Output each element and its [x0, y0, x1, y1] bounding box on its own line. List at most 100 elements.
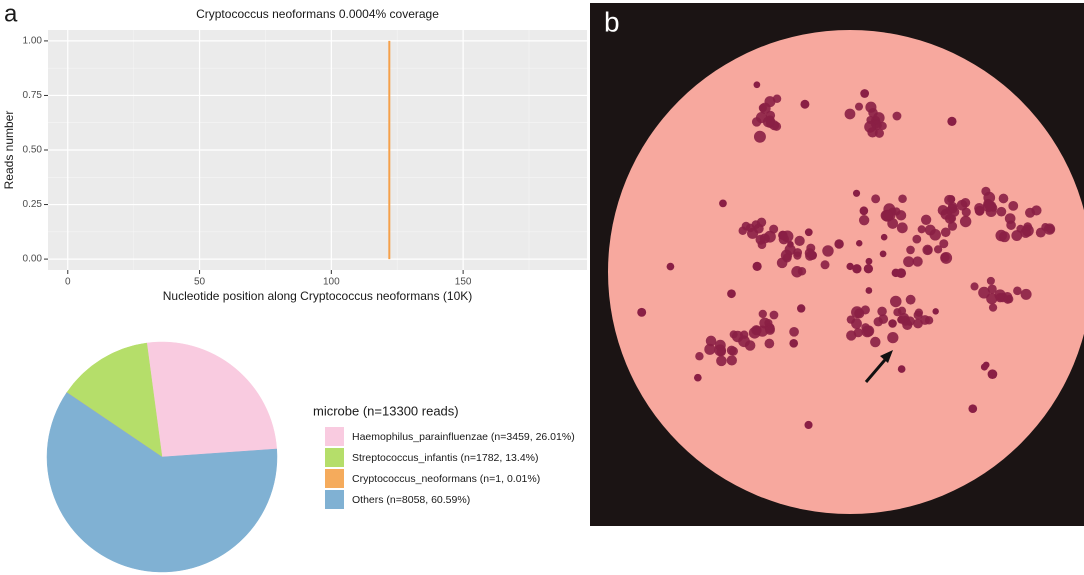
cell — [751, 117, 762, 127]
cell — [924, 316, 934, 325]
cell — [852, 189, 861, 197]
cell — [846, 262, 854, 271]
cell — [871, 194, 881, 204]
cell — [789, 326, 799, 337]
cell — [791, 266, 803, 278]
cell — [800, 99, 810, 109]
cell — [880, 233, 888, 241]
cell — [695, 352, 704, 361]
cell — [860, 89, 870, 98]
legend-key — [325, 427, 344, 446]
cell — [637, 307, 647, 317]
cell — [932, 308, 939, 315]
cell — [820, 260, 830, 270]
cell — [758, 103, 767, 113]
cell — [764, 338, 775, 349]
cell — [940, 227, 951, 238]
cell — [778, 230, 788, 241]
cell — [793, 251, 802, 260]
pie-slice — [146, 341, 277, 458]
cell — [865, 257, 873, 265]
cell — [756, 217, 767, 228]
cell — [978, 286, 990, 299]
cell — [986, 276, 995, 285]
cell — [1020, 227, 1031, 238]
cell — [1020, 288, 1032, 300]
panel-label: b — [604, 6, 620, 37]
cell — [752, 261, 762, 271]
cell — [759, 233, 770, 244]
cell — [846, 330, 857, 341]
x-tick-label: 150 — [455, 277, 472, 288]
cell — [883, 210, 893, 220]
pie-slice — [46, 392, 278, 573]
cell — [719, 199, 727, 208]
cell — [896, 268, 907, 278]
cell — [987, 369, 998, 380]
cell — [766, 117, 776, 126]
cell — [903, 256, 915, 268]
cell — [797, 304, 806, 313]
cell — [987, 284, 997, 294]
cell — [782, 253, 792, 263]
cell — [1008, 200, 1019, 211]
cell — [905, 294, 916, 305]
cell — [890, 295, 902, 308]
cell — [804, 228, 813, 237]
cell — [959, 215, 972, 228]
cell — [984, 200, 995, 211]
cell — [912, 256, 923, 267]
cell — [1006, 220, 1016, 230]
cell — [852, 264, 862, 274]
cell — [1003, 295, 1012, 304]
cell — [877, 306, 887, 317]
cell — [947, 116, 957, 127]
chart-title: Cryptococcus neoformans 0.0004% coverage — [196, 7, 439, 21]
cell — [998, 193, 1009, 204]
cell — [846, 315, 856, 324]
cell — [864, 121, 876, 133]
cell — [898, 194, 907, 204]
cell — [772, 94, 782, 104]
cell — [666, 262, 675, 271]
pie-slice — [66, 342, 163, 458]
cell — [974, 205, 985, 216]
y-tick-label: 1.00 — [23, 36, 43, 47]
cell — [906, 245, 915, 255]
legend-label: Cryptococcus_neoformans (n=1, 0.01%) — [352, 473, 540, 485]
cell — [693, 373, 702, 382]
cell — [865, 287, 873, 294]
cell — [892, 111, 902, 121]
x-axis-label: Nucleotide position along Cryptococcus n… — [163, 289, 473, 303]
cell — [863, 264, 874, 274]
cell — [1041, 223, 1050, 232]
cell — [888, 319, 897, 328]
cell — [868, 108, 878, 118]
cell — [764, 96, 776, 108]
y-tick-label: 0.50 — [23, 145, 43, 156]
cell — [705, 335, 717, 347]
micrograph — [590, 3, 1084, 526]
cell — [897, 315, 905, 324]
cell — [924, 224, 936, 236]
x-tick-label: 100 — [323, 277, 340, 288]
cell — [923, 245, 933, 255]
cell — [744, 340, 756, 351]
cell — [968, 404, 978, 414]
cell — [939, 239, 949, 249]
cell — [844, 108, 856, 120]
legend-title: microbe (n=13300 reads) — [313, 403, 459, 418]
legend-label: Streptococcus_infantis (n=1782, 13.4%) — [352, 452, 539, 464]
cell — [753, 81, 761, 89]
cell — [937, 205, 949, 216]
legend-label: Others (n=8058, 60.59%) — [352, 494, 470, 506]
cell — [794, 235, 805, 247]
cell — [947, 195, 956, 204]
cell — [986, 292, 998, 305]
cell — [980, 363, 988, 371]
y-axis-label: Reads number — [2, 111, 16, 190]
cell — [887, 332, 899, 344]
panel-label: a — [4, 0, 18, 27]
cell — [855, 240, 863, 247]
cell — [873, 317, 883, 327]
